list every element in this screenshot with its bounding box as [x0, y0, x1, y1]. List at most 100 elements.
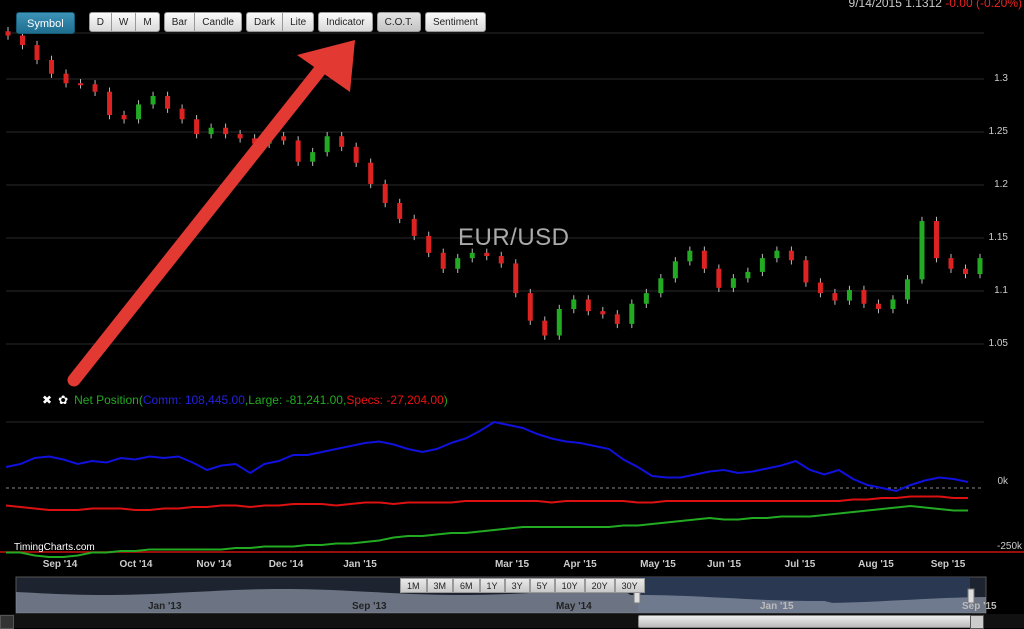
candle-body — [397, 203, 403, 219]
x-tick-label: May '15 — [640, 559, 676, 570]
cot-button[interactable]: C.O.T. — [376, 12, 421, 32]
x-tick-label: Dec '14 — [268, 559, 304, 570]
candle-chart-button[interactable]: Candle — [195, 12, 242, 32]
candle-body — [803, 260, 809, 283]
range-button[interactable]: 1M — [400, 578, 427, 593]
candle-body — [455, 258, 461, 269]
candle-body — [426, 235, 432, 253]
indicator-button[interactable]: Indicator — [318, 12, 373, 32]
x-tick-label: Mar '15 — [494, 559, 530, 570]
range-button[interactable]: 3Y — [504, 578, 530, 593]
candle-body — [542, 320, 548, 336]
candle-body — [382, 183, 388, 204]
cot-series — [5, 420, 969, 558]
candle-body — [20, 35, 26, 46]
range-button[interactable]: 6M — [453, 578, 480, 593]
candle-body — [585, 299, 591, 312]
navigator-label: Sep '15 — [962, 601, 997, 612]
range-button[interactable]: 20Y — [584, 578, 615, 593]
legend-comm: Comm: 108,445.00 — [142, 393, 245, 407]
scrollbar[interactable] — [0, 614, 1024, 629]
sentiment-button[interactable]: Sentiment — [424, 12, 486, 32]
candle-body — [730, 278, 736, 288]
candle-body — [63, 73, 69, 84]
candle-body — [861, 289, 867, 304]
range-button[interactable]: 1Y — [479, 578, 505, 593]
legend-comma: , — [244, 393, 249, 407]
range-button[interactable]: 5Y — [529, 578, 555, 593]
candle-body — [49, 59, 55, 74]
monthly-button[interactable]: M — [136, 12, 160, 32]
x-tick-label: Sep '15 — [930, 559, 966, 570]
candle-body — [556, 309, 562, 336]
cot-y-tick-label: -250k — [996, 541, 1022, 552]
candle-body — [208, 127, 214, 135]
symbol-button[interactable]: Symbol — [16, 12, 75, 34]
bar-chart-button[interactable]: Bar — [163, 12, 196, 32]
y-tick-label: 1.25 — [988, 126, 1008, 137]
scrollbar-left-arrow[interactable] — [0, 615, 14, 629]
candle-body — [846, 289, 852, 301]
quote-change: -0.00 (-0.20%) — [945, 0, 1022, 10]
candlestick-series — [5, 27, 983, 340]
candle-body — [179, 108, 185, 120]
candle-body — [440, 252, 446, 269]
y-tick-label: 1.05 — [988, 338, 1008, 349]
range-button[interactable]: 10Y — [554, 578, 585, 593]
y-tick-label: 1.2 — [994, 179, 1008, 190]
x-tick-label: Aug '15 — [858, 559, 894, 570]
candle-body — [237, 134, 243, 139]
candle-body — [150, 95, 156, 105]
range-button[interactable]: 3M — [426, 578, 454, 593]
theme-group: Dark Lite — [245, 12, 315, 34]
navigator-label: Sep '13 — [352, 601, 387, 612]
candle-body — [788, 250, 794, 261]
candle-body — [339, 136, 345, 147]
legend-specs: Specs: -27,204.00 — [346, 393, 444, 407]
lite-theme-button[interactable]: Lite — [283, 12, 315, 32]
scrollbar-thumb[interactable] — [638, 615, 972, 628]
y-tick-label: 1.3 — [994, 73, 1008, 84]
candle-body — [310, 152, 316, 162]
daily-button[interactable]: D — [88, 12, 112, 32]
y-tick-label: 1.15 — [988, 232, 1008, 243]
candle-body — [832, 293, 838, 301]
gear-icon[interactable]: ✿ — [58, 393, 69, 407]
x-tick-label: Oct '14 — [119, 559, 153, 570]
x-tick-label: Apr '15 — [563, 559, 597, 570]
candle-body — [759, 258, 765, 272]
candle-body — [745, 271, 751, 279]
candle-body — [295, 140, 301, 162]
candle-body — [962, 268, 968, 275]
candle-body — [136, 104, 142, 120]
candle-body — [629, 303, 635, 324]
x-tick-label: Jan '15 — [343, 559, 377, 570]
candle-body — [498, 256, 504, 264]
close-indicator-icon[interactable]: ✖ — [42, 393, 53, 407]
candle-body — [353, 146, 359, 163]
dark-theme-button[interactable]: Dark — [245, 12, 284, 32]
candle-body — [252, 138, 258, 144]
navigator-area — [16, 589, 986, 613]
candle-body — [933, 221, 939, 259]
candle-body — [223, 127, 229, 135]
candle-body — [121, 115, 127, 120]
candle-body — [948, 258, 954, 269]
weekly-button[interactable]: W — [111, 12, 137, 32]
candle-body — [34, 45, 40, 60]
navigator-handle-right — [967, 588, 975, 604]
cot-line-specs — [5, 495, 968, 511]
cot-y-tick-label: 0k — [997, 476, 1008, 487]
candle-body — [672, 261, 678, 279]
candle-body — [904, 279, 910, 300]
candle-body — [194, 119, 200, 135]
scrollbar-right-arrow[interactable] — [970, 615, 984, 629]
cot-legend: ✖ ✿ Net Position(Comm: 108,445.00,Large:… — [42, 393, 448, 407]
candle-body — [527, 293, 533, 321]
range-button[interactable]: 30Y — [614, 578, 645, 593]
annotation-arrow — [67, 40, 355, 387]
legend-comma: , — [342, 393, 347, 407]
quote-price: 1.1312 — [905, 0, 942, 10]
cot-line-large — [6, 504, 968, 558]
